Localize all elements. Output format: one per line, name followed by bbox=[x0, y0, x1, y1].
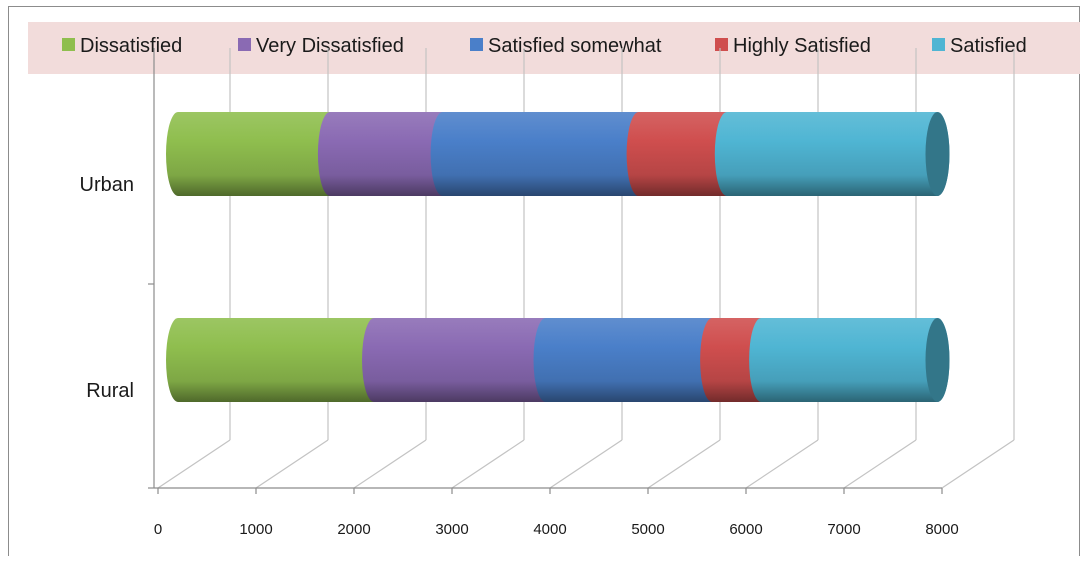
gridline-floor-3000 bbox=[451, 439, 525, 489]
legend-item-satisfied-somewhat: Satisfied somewhat bbox=[470, 35, 662, 57]
legend-swatch bbox=[932, 38, 945, 51]
gridline-floor-4000 bbox=[549, 439, 623, 489]
category-label-urban: Urban bbox=[80, 174, 134, 196]
bar-urban-satisfied bbox=[714, 112, 950, 196]
bar-rural-satisfied bbox=[749, 318, 950, 402]
legend-label: Very Dissatisfied bbox=[256, 35, 404, 57]
gridline-floor-7000 bbox=[843, 439, 917, 489]
gridline-floor-2000 bbox=[353, 439, 427, 489]
legend-item-dissatisfied: Dissatisfied bbox=[62, 35, 182, 57]
legend-swatch bbox=[715, 38, 728, 51]
bar-urban-very-dissatisfied bbox=[317, 112, 455, 196]
legend-swatch bbox=[62, 38, 75, 51]
gridline-floor-1000 bbox=[255, 439, 329, 489]
x-tick-label: 8000 bbox=[925, 521, 958, 538]
legend-swatch bbox=[238, 38, 251, 51]
bar-rural-satisfied-somewhat bbox=[533, 318, 725, 402]
bar-urban-highly-satisfied bbox=[626, 112, 739, 196]
x-tick-label: 7000 bbox=[827, 521, 860, 538]
legend-swatch bbox=[470, 38, 483, 51]
x-tick-label: 0 bbox=[154, 521, 162, 538]
bar-cap-right-rural bbox=[925, 318, 950, 402]
legend-box bbox=[28, 22, 1080, 74]
legend-label: Satisfied somewhat bbox=[488, 35, 662, 57]
legend-label: Dissatisfied bbox=[80, 35, 182, 57]
x-tick-label: 5000 bbox=[631, 521, 664, 538]
legend-item-satisfied: Satisfied bbox=[932, 35, 1027, 57]
gridline-floor-0 bbox=[157, 439, 231, 489]
legend-label: Highly Satisfied bbox=[733, 35, 871, 57]
x-tick-label: 1000 bbox=[239, 521, 272, 538]
x-tick-label: 6000 bbox=[729, 521, 762, 538]
bars bbox=[166, 112, 950, 402]
legend-item-highly-satisfied: Highly Satisfied bbox=[715, 35, 871, 57]
bar-cap-right-urban bbox=[925, 112, 950, 196]
category-labels: Urban Rural bbox=[80, 174, 134, 402]
gridline-floor-6000 bbox=[745, 439, 819, 489]
x-tick-label: 4000 bbox=[533, 521, 566, 538]
bar-rural-dissatisfied bbox=[166, 318, 386, 402]
x-tick-label: 3000 bbox=[435, 521, 468, 538]
gridline-floor-8000 bbox=[941, 439, 1015, 489]
bar-group-rural bbox=[166, 318, 950, 402]
bar-urban-satisfied-somewhat bbox=[430, 112, 651, 196]
chart-frame bbox=[8, 6, 1080, 556]
bar-urban-dissatisfied bbox=[166, 112, 342, 196]
gridline-floor-5000 bbox=[647, 439, 721, 489]
bar-rural-very-dissatisfied bbox=[362, 318, 558, 402]
legend-item-very-dissatisfied: Very Dissatisfied bbox=[238, 35, 404, 57]
legend: Dissatisfied Very Dissatisfied Satisfied s… bbox=[62, 35, 1027, 57]
x-tick-label: 2000 bbox=[337, 521, 370, 538]
x-axis-ticks: 0 1000 2000 3000 4000 5000 6000 7000 8000 bbox=[154, 488, 959, 538]
category-label-rural: Rural bbox=[86, 380, 134, 402]
bar-group-urban bbox=[166, 112, 950, 196]
legend-label: Satisfied bbox=[950, 35, 1027, 57]
